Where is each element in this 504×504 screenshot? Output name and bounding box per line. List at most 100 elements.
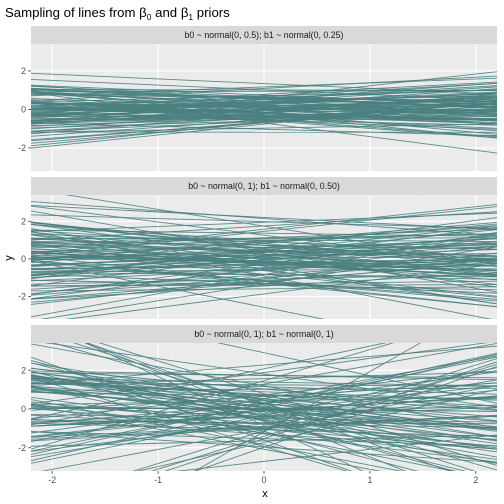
- prior-line: [31, 343, 497, 426]
- prior-line: [31, 123, 497, 133]
- prior-line: [31, 345, 497, 385]
- prior-line: [31, 407, 497, 450]
- prior-line: [31, 261, 497, 303]
- facet-panels: b0 ~ normal(0, 0.5); b1 ~ normal(0, 0.25…: [18, 26, 497, 471]
- prior-line: [31, 237, 497, 271]
- prior-line: [85, 343, 407, 471]
- prior-line: [31, 229, 497, 237]
- prior-line: [31, 259, 497, 308]
- prior-line: [31, 419, 497, 429]
- y-axis-title: y: [3, 255, 15, 261]
- prior-line: [31, 418, 497, 450]
- prior-line: [31, 396, 497, 405]
- y-tick-label: -2: [18, 292, 26, 302]
- prior-line: [31, 255, 497, 308]
- prior-line: [31, 370, 497, 381]
- prior-line: [31, 214, 497, 229]
- prior-line: [31, 122, 497, 137]
- prior-line: [31, 377, 497, 387]
- prior-lines: [31, 343, 497, 471]
- prior-line: [31, 103, 497, 108]
- x-tick-label: -1: [154, 475, 162, 485]
- prior-line: [31, 370, 419, 471]
- prior-line: [31, 224, 497, 258]
- prior-line: [31, 90, 497, 93]
- prior-line: [31, 250, 497, 272]
- prior-line: [31, 245, 497, 295]
- prior-line: [31, 114, 497, 126]
- facet-strip: [31, 26, 497, 44]
- prior-line: [31, 217, 497, 280]
- prior-line: [31, 93, 497, 135]
- prior-line: [31, 245, 497, 275]
- prior-line: [31, 343, 497, 429]
- prior-line: [31, 352, 497, 455]
- prior-line: [31, 89, 497, 103]
- prior-line: [31, 397, 497, 423]
- prior-line: [31, 210, 497, 293]
- prior-line: [31, 243, 497, 281]
- prior-line: [31, 108, 497, 122]
- facet-panel: b0 ~ normal(0, 0.5); b1 ~ normal(0, 0.25…: [18, 26, 497, 171]
- y-tick-label: 2: [21, 365, 26, 375]
- x-axis: -2 -1 0 1 2: [48, 471, 478, 485]
- prior-line: [31, 204, 497, 255]
- prior-line: [31, 414, 497, 438]
- y-tick-label: 0: [21, 254, 26, 264]
- facet-panel: b0 ~ normal(0, 1); b1 ~ normal(0, 0.50) -…: [18, 177, 497, 319]
- prior-line: [31, 380, 497, 418]
- prior-line: [31, 206, 497, 257]
- prior-line: [31, 371, 497, 422]
- y-tick-label: -2: [18, 443, 26, 453]
- prior-line: [31, 201, 497, 236]
- prior-line: [31, 92, 497, 116]
- prior-line: [31, 387, 497, 391]
- prior-line: [41, 384, 497, 471]
- x-tick-label: 1: [367, 475, 372, 485]
- prior-line: [31, 367, 497, 464]
- x-tick-label: 2: [473, 475, 478, 485]
- prior-line: [31, 204, 497, 230]
- prior-line: [31, 421, 497, 425]
- prior-line: [31, 386, 455, 471]
- prior-lines: [31, 195, 497, 319]
- facet-strip: [31, 325, 497, 343]
- facet-strip-label: b0 ~ normal(0, 0.5); b1 ~ normal(0, 0.25…: [185, 30, 344, 40]
- prior-line: [31, 379, 497, 458]
- x-tick-label: 0: [262, 475, 267, 485]
- prior-line: [31, 414, 497, 440]
- prior-line: [31, 272, 497, 300]
- x-tick-label: -2: [48, 475, 56, 485]
- prior-line: [31, 379, 497, 411]
- prior-line: [31, 256, 497, 276]
- prior-line: [31, 382, 497, 387]
- facet-strip-label: b0 ~ normal(0, 1); b1 ~ normal(0, 0.50): [188, 181, 340, 191]
- prior-line: [31, 103, 497, 132]
- chart-title: Sampling of lines from β0 and β1 priors: [5, 5, 230, 22]
- prior-line: [31, 260, 326, 319]
- prior-line: [31, 343, 387, 420]
- prior-line: [31, 101, 497, 125]
- y-tick-label: -2: [18, 143, 26, 153]
- prior-line: [31, 234, 497, 305]
- prior-line: [31, 108, 497, 123]
- facet-strip-label: b0 ~ normal(0, 1); b1 ~ normal(0, 1): [194, 329, 333, 339]
- prior-line: [31, 101, 497, 144]
- prior-line: [31, 238, 497, 257]
- y-tick-label: 2: [21, 216, 26, 226]
- prior-line: [31, 85, 497, 109]
- y-tick-label: 0: [21, 105, 26, 115]
- y-tick-label: 2: [21, 66, 26, 76]
- prior-line: [31, 362, 497, 438]
- prior-line: [31, 389, 497, 438]
- prior-line: [31, 371, 497, 386]
- prior-line: [31, 212, 497, 232]
- prior-line: [31, 71, 497, 125]
- prior-line: [31, 237, 497, 240]
- facet-strip: [31, 177, 497, 195]
- prior-line: [31, 377, 348, 471]
- prior-line: [216, 343, 497, 404]
- prior-line: [31, 279, 497, 291]
- facet-panel: b0 ~ normal(0, 1); b1 ~ normal(0, 1) -2 0 2: [18, 325, 497, 471]
